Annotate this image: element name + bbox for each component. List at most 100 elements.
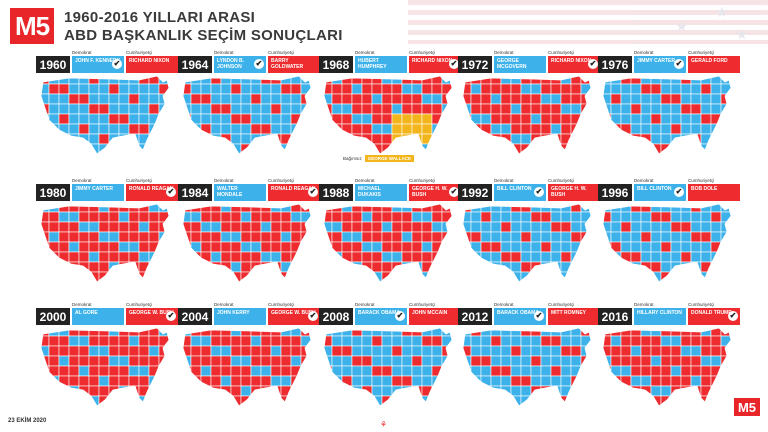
us-map: [462, 203, 592, 283]
dem-candidate-name: JIMMY CARTER: [75, 186, 113, 192]
dem-party-label: Demokrat: [634, 178, 654, 183]
rep-candidate-name: RONALD REAGAN: [129, 186, 174, 192]
election-year: 1988: [319, 184, 353, 201]
election-map: [180, 74, 314, 158]
election-map: [460, 74, 594, 158]
rep-candidate-name: MITT ROMNEY: [551, 310, 586, 316]
us-map: [323, 327, 453, 407]
election-year: 1996: [598, 184, 632, 201]
m5-footer-logo: M5: [734, 398, 760, 416]
dem-candidate-name: HILLARY CLINTON: [637, 310, 682, 316]
dem-candidate: GEORGE MCGOVERN: [494, 56, 546, 73]
winner-check-icon: ✔: [166, 187, 176, 197]
dem-candidate-name: HUBERT HUMPHREY: [358, 58, 387, 70]
election-card-2000: Demokrat Cumhuriyetçi 2000 AL GORE GEORG…: [36, 302, 178, 420]
rep-candidate-name: RICHARD NIXON: [551, 58, 592, 64]
election-card-1960: Demokrat Cumhuriyetçi 1960 JOHN F. KENNE…: [36, 50, 178, 168]
rep-candidate-name: GEORGE W. BUSH: [129, 310, 174, 316]
election-year: 2016: [598, 308, 632, 325]
election-map: [180, 202, 314, 286]
dem-candidate-name: JIMMY CARTER: [637, 58, 675, 64]
dem-party-label: Demokrat: [72, 50, 92, 55]
rep-candidate-name: GEORGE W. BUSH: [271, 310, 316, 316]
winner-check-icon: ✔: [588, 59, 598, 69]
dem-party-label: Demokrat: [355, 50, 375, 55]
rep-party-label: Cumhuriyetçi: [688, 50, 715, 55]
election-card-1980: Demokrat Cumhuriyetçi 1980 JIMMY CARTER …: [36, 178, 178, 296]
rep-candidate-name: RICHARD NIXON: [129, 58, 170, 64]
election-map: [38, 74, 172, 158]
dem-party-label: Demokrat: [214, 178, 234, 183]
dem-party-label: Demokrat: [494, 302, 514, 307]
dem-candidate: JOHN F. KENNEDY ✔: [72, 56, 124, 73]
dem-candidate: JOHN KERRY: [214, 308, 266, 325]
election-map: [600, 74, 734, 158]
title-line-1: 1960-2016 YILLARI ARASI: [64, 9, 256, 26]
dem-candidate-name: WALTER MONDALE: [217, 186, 243, 198]
us-map: [182, 327, 312, 407]
election-map: [321, 74, 455, 158]
election-card-1972: Demokrat Cumhuriyetçi 1972 GEORGE MCGOVE…: [458, 50, 600, 168]
election-card-2008: Demokrat Cumhuriyetçi 2008 BARACK OBAMA ✔…: [319, 302, 461, 420]
election-card-1968: Demokrat Cumhuriyetçi 1968 HUBERT HUMPHR…: [319, 50, 461, 168]
us-map: [462, 75, 592, 155]
us-map: [40, 203, 170, 283]
rep-candidate-name: GEORGE H. W. BUSH: [551, 186, 587, 198]
title-line-2: ABD BAŞKANLIK SEÇİM SONUÇLARI: [64, 27, 343, 44]
dem-candidate: BILL CLINTON ✔: [494, 184, 546, 201]
rep-candidate: BARRY GOLDWATER: [268, 56, 320, 73]
dem-candidate: BARACK OBAMA ✔: [355, 308, 407, 325]
m5-logo: M5: [10, 8, 54, 44]
rep-candidate: RICHARD NIXON: [126, 56, 178, 73]
election-year: 1960: [36, 56, 70, 73]
decorative-mark-icon: ⚘: [380, 420, 388, 429]
election-card-2004: Demokrat Cumhuriyetçi 2004 JOHN KERRY GE…: [178, 302, 320, 420]
us-map: [602, 75, 732, 155]
rep-candidate-name: GERALD FORD: [691, 58, 728, 64]
election-year: 1984: [178, 184, 212, 201]
rep-candidate-name: DONALD TRUMP: [691, 310, 732, 316]
rep-party-label: Cumhuriyetçi: [409, 178, 436, 183]
rep-candidate-name: BOB DOLE: [691, 186, 718, 192]
election-year: 1980: [36, 184, 70, 201]
winner-check-icon: ✔: [166, 311, 176, 321]
winner-check-icon: ✔: [674, 187, 684, 197]
dem-candidate-name: BARACK OBAMA: [497, 310, 539, 316]
election-year: 1976: [598, 56, 632, 73]
election-year: 2012: [458, 308, 492, 325]
dem-candidate: JIMMY CARTER: [72, 184, 124, 201]
dem-party-label: Demokrat: [214, 50, 234, 55]
rep-candidate: GERALD FORD: [688, 56, 740, 73]
election-card-1964: Demokrat Cumhuriyetçi 1964 LYNDON B. JOH…: [178, 50, 320, 168]
star-icon: ★: [715, 4, 728, 20]
winner-check-icon: ✔: [308, 187, 318, 197]
dem-candidate: HUBERT HUMPHREY: [355, 56, 407, 73]
election-map: [180, 326, 314, 410]
rep-party-label: Cumhuriyetçi: [409, 302, 436, 307]
rep-candidate: GEORGE W. BUSH ✔: [126, 308, 178, 325]
us-map: [40, 75, 170, 155]
rep-candidate: GEORGE H. W. BUSH ✔: [409, 184, 461, 201]
us-map: [602, 203, 732, 283]
dem-candidate: AL GORE: [72, 308, 124, 325]
independent-label: Bağımsız: [343, 156, 362, 161]
rep-candidate: RICHARD NIXON ✔: [409, 56, 461, 73]
election-map: [600, 202, 734, 286]
winner-check-icon: ✔: [534, 311, 544, 321]
dem-candidate-name: GEORGE MCGOVERN: [497, 58, 527, 70]
election-year: 2000: [36, 308, 70, 325]
rep-candidate: RONALD REAGAN ✔: [268, 184, 320, 201]
dem-party-label: Demokrat: [355, 302, 375, 307]
rep-candidate-name: RONALD REAGAN: [271, 186, 316, 192]
election-year: 1964: [178, 56, 212, 73]
election-year: 2008: [319, 308, 353, 325]
rep-candidate: MITT ROMNEY: [548, 308, 600, 325]
dem-candidate: WALTER MONDALE: [214, 184, 266, 201]
dem-candidate: HILLARY CLINTON: [634, 308, 686, 325]
dem-candidate: BILL CLINTON ✔: [634, 184, 686, 201]
election-map: [600, 326, 734, 410]
rep-party-label: Cumhuriyetçi: [126, 178, 153, 183]
election-map: [460, 202, 594, 286]
election-map: [321, 326, 455, 410]
election-card-1988: Demokrat Cumhuriyetçi 1988 MICHAEL DUKAK…: [319, 178, 461, 296]
